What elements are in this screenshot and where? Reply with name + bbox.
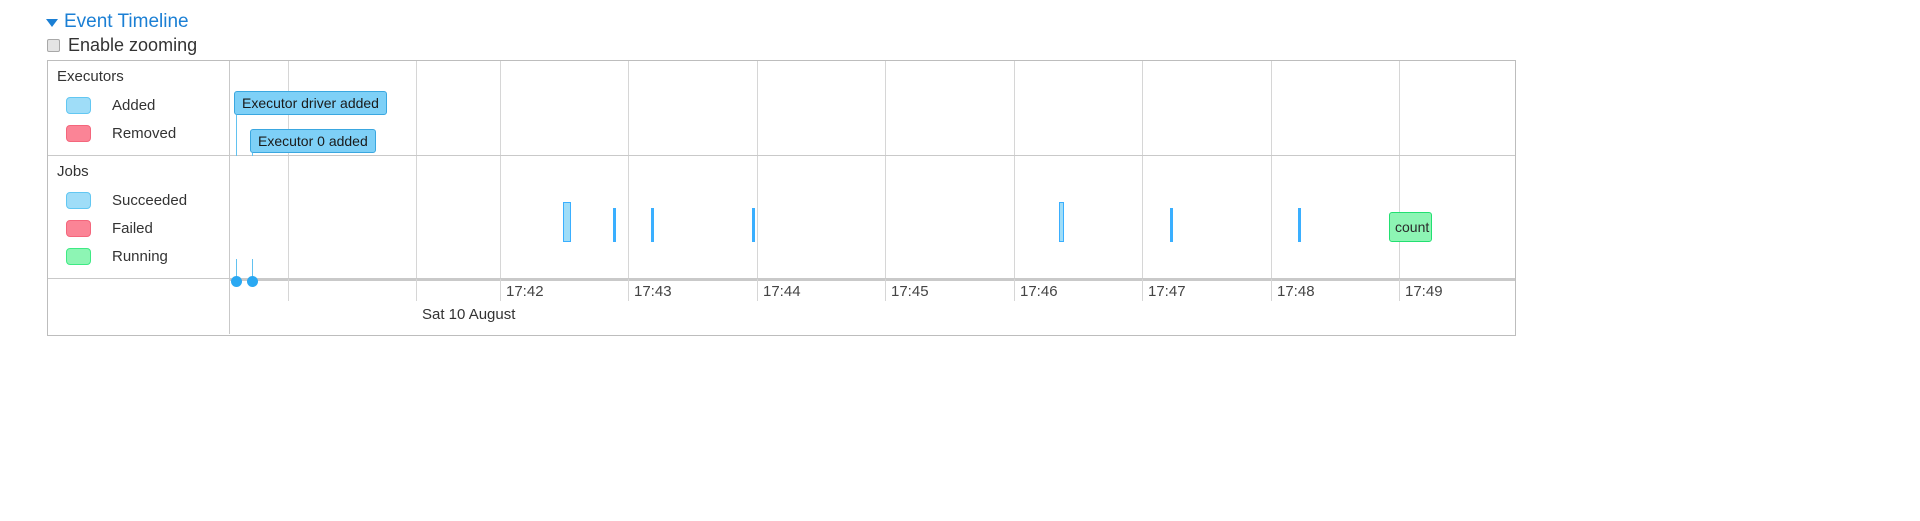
executor-event-box[interactable]: Executor 0 added bbox=[250, 129, 376, 153]
axis-tick-label: 17:43 bbox=[634, 283, 672, 300]
axis-marker-dot[interactable] bbox=[247, 276, 258, 287]
axis-marker-dot[interactable] bbox=[231, 276, 242, 287]
gridline bbox=[416, 156, 417, 278]
axis-tick bbox=[288, 279, 289, 301]
jobs-legend: Jobs Succeeded Failed Running bbox=[48, 156, 230, 278]
gridline bbox=[757, 61, 758, 155]
executors-legend-title: Executors bbox=[57, 68, 124, 85]
axis-tick-label: 17:49 bbox=[1405, 283, 1443, 300]
gridline bbox=[288, 156, 289, 278]
axis-tick bbox=[500, 279, 501, 301]
legend-label-removed: Removed bbox=[112, 124, 177, 142]
axis-tick bbox=[1271, 279, 1272, 301]
job-bar[interactable] bbox=[1298, 208, 1301, 242]
gridline bbox=[1271, 156, 1272, 278]
executors-plot: Executor driver added Executor 0 added bbox=[230, 61, 1515, 156]
swatch-succeeded-icon bbox=[66, 191, 91, 209]
gridline bbox=[885, 156, 886, 278]
legend-label-succeeded: Succeeded bbox=[112, 191, 188, 209]
axis-plot: 17:42 17:43 17:44 17:45 17:46 17:47 17:48 17:49… bbox=[230, 259, 1515, 334]
gridline bbox=[628, 61, 629, 155]
legend-label-running: Running bbox=[112, 247, 168, 265]
executors-row: Executors Added Removed Executor driver … bbox=[48, 61, 1515, 156]
job-event-box[interactable]: count bbox=[1389, 212, 1432, 242]
swatch-failed-icon bbox=[66, 219, 91, 237]
gridline bbox=[1399, 61, 1400, 155]
job-bar[interactable] bbox=[563, 202, 571, 242]
axis-marker-stem bbox=[236, 259, 237, 281]
legend-item-added: Added bbox=[57, 91, 229, 119]
gridline bbox=[1014, 61, 1015, 155]
page-title: Event Timeline bbox=[64, 11, 189, 32]
swatch-running-icon bbox=[66, 247, 91, 265]
jobs-row: Jobs Succeeded Failed Running count bbox=[48, 156, 1515, 279]
gridline bbox=[500, 61, 501, 155]
axis-marker-stem bbox=[252, 259, 253, 281]
job-bar[interactable] bbox=[752, 208, 755, 242]
axis-tick-label: 17:46 bbox=[1020, 283, 1058, 300]
legend-item-running: Running bbox=[57, 242, 229, 270]
axis-tick bbox=[1142, 279, 1143, 301]
enable-zooming-checkbox[interactable] bbox=[47, 38, 60, 52]
axis-tick bbox=[757, 279, 758, 301]
executor-event-box[interactable]: Executor driver added bbox=[234, 91, 387, 115]
enable-zooming-label: Enable zooming bbox=[68, 35, 198, 55]
axis-tick bbox=[885, 279, 886, 301]
job-bar[interactable] bbox=[613, 208, 616, 242]
gridline bbox=[500, 156, 501, 278]
axis-tick-label: 17:42 bbox=[506, 283, 544, 300]
axis-legend-spacer bbox=[48, 279, 230, 334]
legend-label-failed: Failed bbox=[112, 219, 153, 237]
job-bar[interactable] bbox=[1170, 208, 1173, 242]
axis-tick-label: 17:47 bbox=[1148, 283, 1186, 300]
gridline bbox=[757, 156, 758, 278]
axis-tick-label: 17:45 bbox=[891, 283, 929, 300]
gridline bbox=[1142, 156, 1143, 278]
job-bar[interactable] bbox=[1059, 202, 1064, 242]
gridline bbox=[416, 61, 417, 155]
swatch-added-icon bbox=[66, 96, 91, 114]
jobs-plot: count bbox=[230, 156, 1515, 278]
legend-label-added: Added bbox=[112, 96, 156, 114]
axis-tick-label: 17:48 bbox=[1277, 283, 1315, 300]
event-timeline-toggle[interactable]: Event Timeline bbox=[46, 12, 189, 31]
executors-legend: Executors Added Removed bbox=[48, 61, 230, 155]
job-bar[interactable] bbox=[651, 208, 654, 242]
legend-item-succeeded: Succeeded bbox=[57, 186, 229, 214]
axis-tick bbox=[1399, 279, 1400, 301]
axis-tick bbox=[628, 279, 629, 301]
gridline bbox=[1014, 156, 1015, 278]
axis-tick-label: 17:44 bbox=[763, 283, 801, 300]
legend-item-failed: Failed bbox=[57, 214, 229, 242]
axis-line bbox=[230, 279, 1515, 281]
legend-item-removed: Removed bbox=[57, 119, 229, 147]
enable-zooming-row[interactable]: Enable zooming bbox=[47, 36, 197, 54]
gridline bbox=[628, 156, 629, 278]
gridline bbox=[1271, 61, 1272, 155]
jobs-legend-title: Jobs bbox=[57, 163, 89, 180]
event-stem bbox=[252, 153, 253, 156]
axis-tick bbox=[416, 279, 417, 301]
triangle-down-icon bbox=[46, 18, 58, 27]
axis-row: 17:42 17:43 17:44 17:45 17:46 17:47 17:48 17:49… bbox=[48, 259, 1515, 334]
axis-tick bbox=[1014, 279, 1015, 301]
timeline-frame: Executors Added Removed Executor driver … bbox=[47, 60, 1516, 336]
gridline bbox=[1142, 61, 1143, 155]
axis-date-label: Sat 10 August bbox=[422, 306, 516, 323]
swatch-removed-icon bbox=[66, 124, 91, 142]
event-stem bbox=[236, 115, 237, 156]
gridline bbox=[885, 61, 886, 155]
